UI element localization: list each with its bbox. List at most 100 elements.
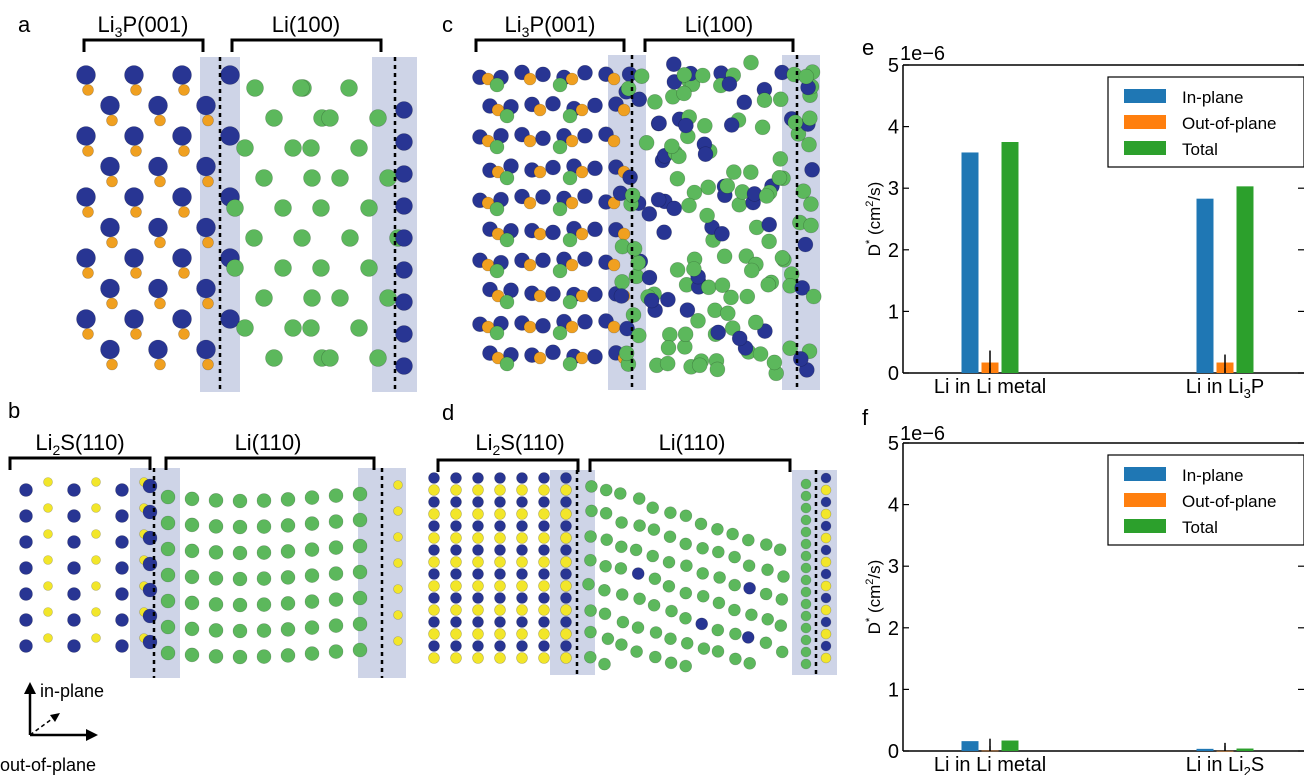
- li-metal-atom: [726, 527, 739, 541]
- li-atom: [721, 76, 738, 92]
- legend-label: Total: [1182, 518, 1218, 537]
- li-metal-atom: [302, 319, 320, 337]
- li-metal-atom: [777, 570, 790, 583]
- s-atom: [494, 628, 506, 640]
- li-metal-atom: [772, 91, 789, 108]
- li-metal-atom: [499, 294, 515, 310]
- li-metal-atom: [352, 564, 368, 580]
- chart-f: f 1e−6 0 1 2 3 4 5 D* (cm2/s) Li in Li metal Li in…: [862, 405, 1304, 775]
- p-atom: [154, 175, 166, 188]
- li-metal-atom: [676, 67, 693, 83]
- li-metal-atom: [800, 562, 812, 574]
- bar-in-plane: [961, 152, 979, 373]
- li-metal-atom: [680, 559, 693, 573]
- li-metal-atom: [774, 249, 791, 266]
- li-metal-atom: [803, 217, 819, 234]
- p-atom: [533, 289, 547, 303]
- li-metal-atom: [208, 571, 224, 586]
- s-atom: [472, 484, 484, 496]
- li-atom: [450, 472, 462, 484]
- li-metal-atom: [312, 199, 330, 217]
- li-metal-atom: [756, 92, 773, 108]
- atom-layer: [472, 54, 822, 382]
- li-metal-atom: [489, 139, 505, 155]
- li-metal-atom: [552, 77, 568, 93]
- li-metal-atom: [328, 566, 344, 581]
- li-metal-atom: [679, 659, 693, 673]
- s-atom: [428, 484, 440, 496]
- legend-swatch: [1124, 89, 1166, 103]
- s-atom: [472, 628, 484, 640]
- s-atom: [428, 580, 440, 592]
- li-metal-atom: [800, 490, 812, 502]
- li-metal-atom: [723, 289, 739, 306]
- p-atom: [523, 134, 537, 148]
- li-metal-atom: [696, 589, 710, 603]
- li-metal-atom: [584, 530, 597, 543]
- li-atom: [494, 592, 506, 604]
- li-atom: [148, 339, 168, 360]
- y-tick-label: 5: [888, 55, 899, 77]
- li-metal-atom: [208, 649, 224, 664]
- p-atom: [575, 165, 589, 179]
- li-atom: [516, 496, 528, 508]
- li-metal-atom: [630, 327, 647, 344]
- li-metal-atom: [662, 555, 676, 569]
- li-metal-atom: [615, 516, 628, 529]
- li-metal-atom: [664, 506, 677, 520]
- li-metal-atom: [754, 119, 771, 136]
- s-atom: [516, 556, 528, 568]
- s-atom: [393, 558, 403, 568]
- li-metal-atom: [679, 509, 693, 523]
- li-metal-atom: [719, 305, 736, 322]
- s-atom: [428, 508, 440, 520]
- li-atom: [761, 216, 778, 233]
- li-metal-atom: [662, 579, 676, 593]
- li-atom: [516, 592, 528, 604]
- li-metal-atom: [742, 164, 759, 180]
- li-atom: [395, 197, 413, 215]
- li-metal-atom: [499, 232, 515, 248]
- li-metal-atom: [584, 625, 597, 639]
- li-metal-atom: [659, 355, 676, 372]
- li-atom: [450, 496, 462, 508]
- s-atom: [538, 580, 550, 592]
- li-atom: [560, 616, 572, 628]
- p-atom: [106, 114, 118, 127]
- bracket-left-label: Li2S(110): [475, 430, 564, 458]
- li-atom: [710, 324, 727, 341]
- out-of-plane-label: out-of-plane: [0, 755, 96, 775]
- li-atom: [545, 159, 561, 176]
- li-atom: [820, 568, 832, 580]
- li-metal-atom: [728, 550, 741, 564]
- li-metal-atom: [696, 541, 709, 555]
- li-metal-atom: [256, 623, 272, 638]
- li-atom: [535, 189, 551, 205]
- li-metal-atom: [614, 562, 628, 575]
- chart-e: e 1e−6 0 1 2 3 4 5 D* (cm2/s) Li in Li metal Li in…: [862, 35, 1304, 401]
- s-atom: [472, 580, 484, 592]
- p-atom: [607, 72, 621, 86]
- s-atom: [43, 529, 53, 539]
- li-metal-atom: [304, 620, 320, 635]
- li-metal-atom: [328, 488, 344, 503]
- li-atom: [450, 616, 462, 628]
- li-atom: [695, 617, 709, 631]
- li-metal-atom: [226, 199, 244, 217]
- li-atom: [660, 291, 676, 308]
- li-metal-atom: [255, 289, 273, 307]
- s-atom: [472, 652, 484, 664]
- li-metal-atom: [745, 608, 758, 622]
- li-atom: [516, 616, 528, 628]
- p-atom: [533, 227, 547, 241]
- li-metal-atom: [284, 139, 302, 157]
- direction-key: in-plane out-of-plane: [0, 681, 104, 775]
- li-metal-atom: [256, 571, 272, 586]
- bracket-right-label: Li(110): [659, 430, 726, 455]
- li-metal-atom: [184, 543, 200, 559]
- li-metal-atom: [759, 587, 773, 601]
- bracket-left: [436, 458, 580, 472]
- li-atom: [587, 221, 603, 238]
- li-metal-atom: [280, 518, 296, 533]
- li-metal-atom: [599, 483, 613, 497]
